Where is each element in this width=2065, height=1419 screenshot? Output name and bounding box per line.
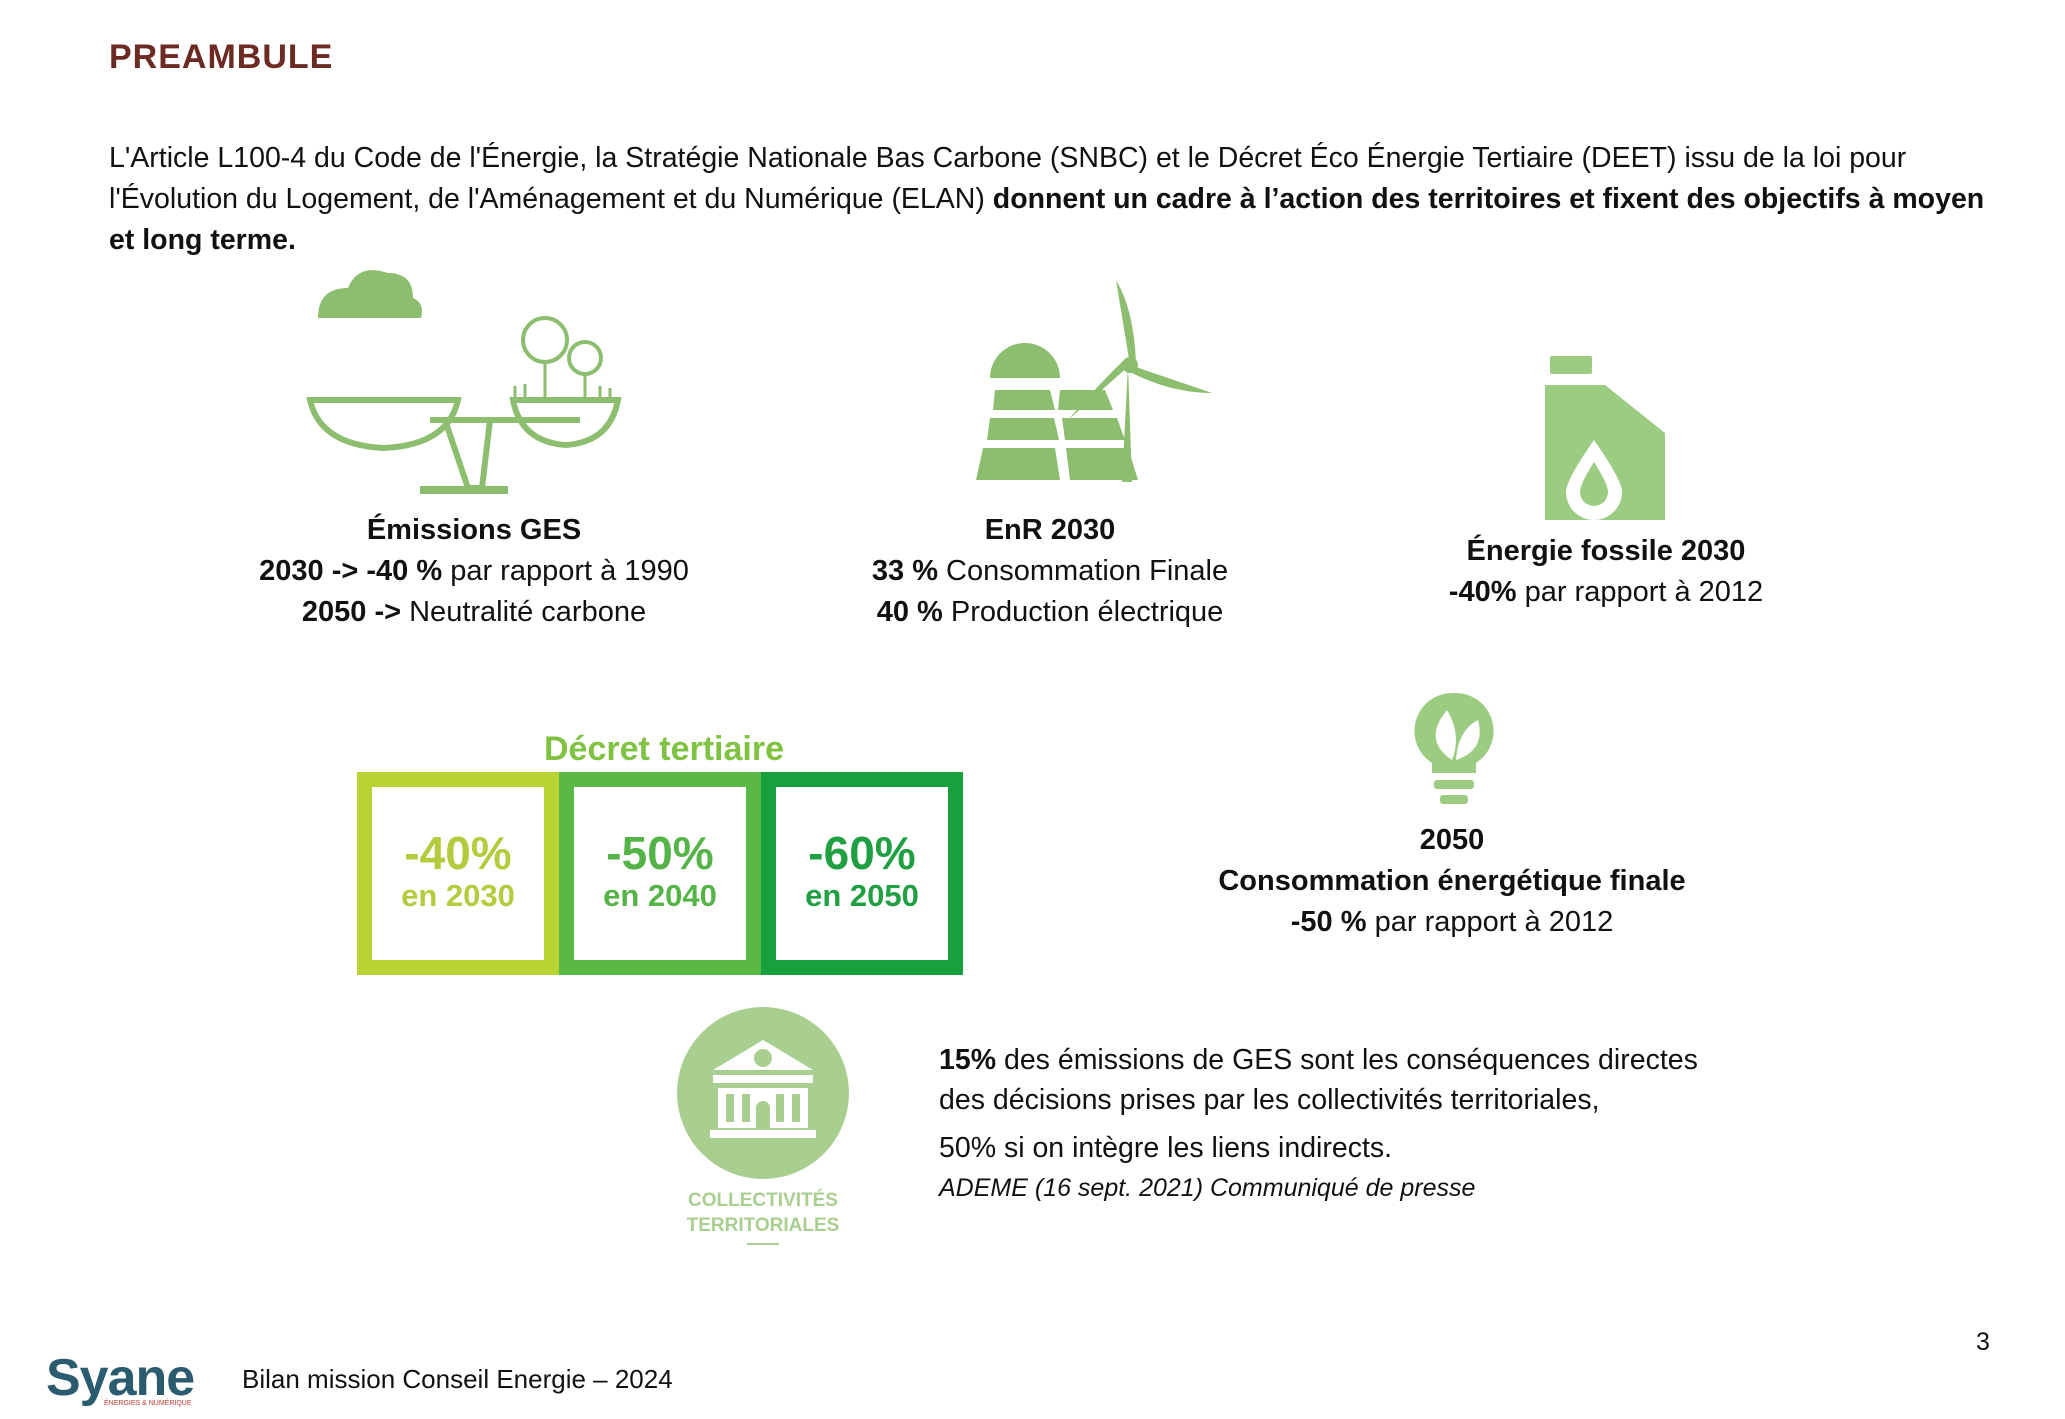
ges-icon-label: GES: [340, 353, 398, 383]
decret-year: en 2030: [401, 878, 515, 913]
collectivites-text: 15% des émissions de GES sont les conséq…: [939, 1040, 1698, 1208]
fossile-title: Énergie fossile 2030: [1466, 535, 1746, 567]
decret-title: Décret tertiaire: [543, 730, 785, 768]
decret-pct: -50%: [606, 827, 714, 879]
decret-pct: -40%: [404, 827, 512, 879]
enr-title: EnR 2030: [984, 514, 1116, 546]
decret-box: -50% en 2040: [559, 772, 761, 975]
coll-source: ADEME (16 sept. 2021) Communiqué de pres…: [939, 1174, 1476, 1202]
collectivites-icon-label: COLLECTIVITÉS TERRITORIALES: [687, 1188, 840, 1238]
ges-text: Neutralité carbone: [409, 596, 647, 628]
conso-title: 2050: [1419, 824, 1485, 856]
intro-text: L'Article L100-4 du Code de l'Énergie, l…: [109, 142, 1907, 215]
footer-text: Bilan mission Conseil Energie – 2024: [242, 1364, 673, 1394]
scale-icon: [306, 270, 622, 494]
enr-strong: 33 %: [871, 555, 938, 587]
fossile-strong: -40%: [1448, 576, 1517, 608]
ges-block: Émissions GES 2030 -> -40 % par rapport …: [259, 510, 689, 633]
decret-box: -40% en 2030: [357, 772, 559, 975]
fossile-block: Énergie fossile 2030 -40% par rapport à …: [1449, 531, 1763, 613]
bulb-icon: [1414, 692, 1494, 804]
fossile-text: par rapport à 2012: [1524, 576, 1764, 608]
decret-pct: -60%: [808, 827, 916, 879]
ges-strong: 2030 -> -40 %: [259, 555, 443, 587]
icon-line: COLLECTIVITÉS: [688, 1190, 838, 1211]
ges-text: par rapport à 1990: [450, 555, 689, 587]
conso-subtitle: Consommation énergétique finale: [1218, 865, 1686, 897]
enr-text: Production électrique: [950, 596, 1224, 628]
intro: L'Article L100-4 du Code de l'Énergie, l…: [109, 138, 1994, 261]
conso-text: par rapport à 2012: [1374, 906, 1614, 938]
decret-year: en 2040: [603, 878, 717, 913]
decret-box: -60% en 2050: [761, 772, 963, 975]
enr-block: EnR 2030 33 % Consommation Finale 40 % P…: [872, 510, 1228, 633]
icon-line: TERRITORIALES: [686, 1215, 840, 1236]
coll-strong: 15%: [939, 1044, 997, 1076]
enr-text: Consommation Finale: [946, 555, 1229, 587]
coll-text: des décisions prises par les collectivit…: [939, 1084, 1600, 1116]
coll-text: 50% si on intègre les liens indirects.: [939, 1132, 1393, 1164]
ges-strong: 2050 ->: [301, 596, 402, 628]
logo-tagline: ÉNERGIES & NUMÉRIQUE: [104, 1400, 192, 1407]
renewable-icon: [976, 280, 1212, 482]
coll-text: des émissions de GES sont les conséquenc…: [1003, 1044, 1698, 1076]
conso-block: 2050 Consommation énergétique finale -50…: [1218, 820, 1685, 943]
logo: Syane: [46, 1349, 195, 1407]
decret-year: en 2050: [805, 878, 919, 913]
fuel-icon: [1545, 356, 1665, 520]
ges-title: Émissions GES: [366, 514, 582, 546]
conso-strong: -50 %: [1290, 906, 1367, 938]
page-number: 3: [1976, 1328, 1990, 1356]
enr-strong: 40 %: [876, 596, 943, 628]
collectivites-icon: [677, 1007, 849, 1245]
title: PREAMBULE: [109, 38, 334, 76]
intro-strong: donnent un cadre à l’action des territoi…: [109, 183, 1985, 256]
